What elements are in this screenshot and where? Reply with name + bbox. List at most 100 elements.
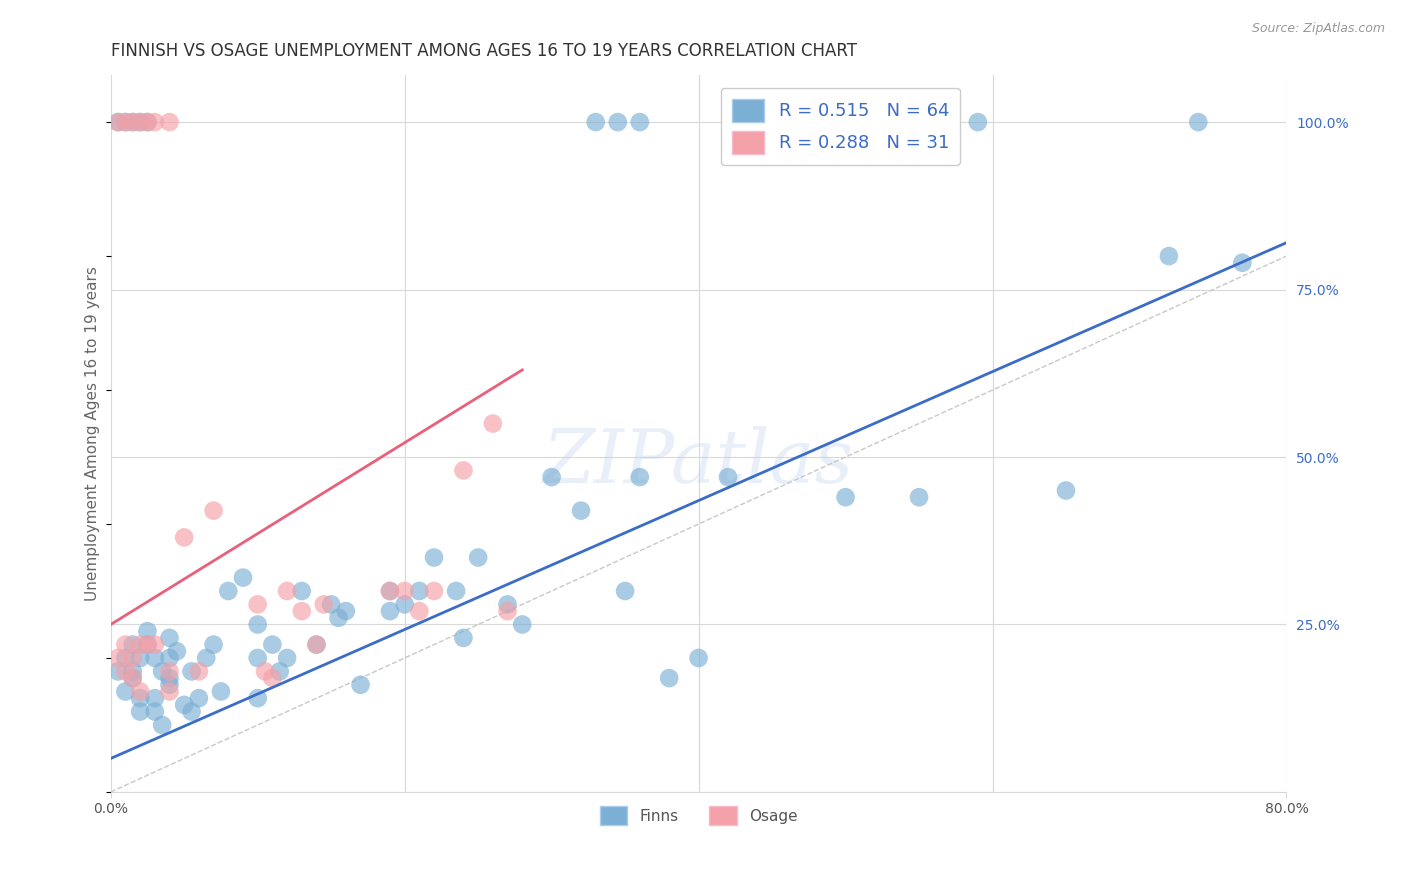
Point (136, 115, 159, 129)
Point (143, 638, 166, 652)
Point (107, 665, 129, 679)
Point (291, 604, 314, 618)
Point (321, 598, 343, 612)
Point (150, 718, 173, 732)
Point (246, 691, 269, 706)
Point (159, 651, 181, 665)
Point (129, 705, 152, 719)
Point (291, 584, 314, 599)
Point (129, 691, 152, 706)
Point (121, 115, 143, 129)
Point (159, 631, 181, 645)
Point (1157, 249, 1180, 263)
Point (305, 638, 328, 652)
Point (173, 698, 195, 712)
Point (166, 644, 188, 658)
Point (262, 638, 284, 652)
Point (467, 550, 489, 565)
Point (408, 584, 430, 599)
Point (606, 115, 628, 129)
Point (453, 463, 475, 477)
Point (114, 651, 136, 665)
Point (908, 490, 931, 504)
Point (1054, 483, 1077, 498)
Text: ZIPatlas: ZIPatlas (543, 426, 853, 499)
Point (129, 638, 152, 652)
Point (114, 115, 136, 129)
Point (143, 705, 166, 719)
Point (269, 665, 291, 679)
Point (254, 665, 277, 679)
Point (121, 115, 143, 129)
Text: FINNISH VS OSAGE UNEMPLOYMENT AMONG AGES 16 TO 19 YEARS CORRELATION CHART: FINNISH VS OSAGE UNEMPLOYMENT AMONG AGES… (111, 42, 856, 60)
Point (150, 665, 173, 679)
Point (378, 584, 401, 599)
Point (569, 503, 592, 517)
Point (129, 115, 152, 129)
Point (180, 705, 202, 719)
Point (121, 671, 143, 685)
Point (378, 584, 401, 599)
Point (408, 604, 430, 618)
Point (628, 470, 651, 484)
Point (614, 584, 637, 599)
Point (159, 684, 181, 698)
Point (159, 115, 181, 129)
Point (114, 638, 136, 652)
Point (173, 530, 195, 544)
Point (129, 651, 152, 665)
Point (114, 115, 136, 129)
Point (136, 115, 159, 129)
Legend: Finns, Osage: Finns, Osage (591, 797, 807, 835)
Point (121, 651, 143, 665)
Point (966, 115, 988, 129)
Point (143, 115, 166, 129)
Point (496, 604, 519, 618)
Point (276, 651, 298, 665)
Point (195, 651, 218, 665)
Point (114, 665, 136, 679)
Point (129, 684, 152, 698)
Point (246, 651, 269, 665)
Point (202, 503, 225, 517)
Y-axis label: Unemployment Among Ages 16 to 19 years: Unemployment Among Ages 16 to 19 years (86, 266, 100, 601)
Point (328, 611, 350, 625)
Point (121, 638, 143, 652)
Point (378, 604, 401, 618)
Point (159, 671, 181, 685)
Point (658, 671, 681, 685)
Point (143, 651, 166, 665)
Point (1232, 256, 1254, 270)
Point (159, 665, 181, 679)
Point (217, 584, 239, 599)
Text: Source: ZipAtlas.com: Source: ZipAtlas.com (1251, 22, 1385, 36)
Point (510, 617, 533, 632)
Point (349, 678, 371, 692)
Point (394, 584, 416, 599)
Point (209, 684, 232, 698)
Point (136, 638, 159, 652)
Point (107, 115, 129, 129)
Point (312, 598, 335, 612)
Point (444, 584, 467, 599)
Point (246, 617, 269, 632)
Point (187, 691, 209, 706)
Point (121, 665, 143, 679)
Point (585, 115, 607, 129)
Point (335, 604, 357, 618)
Point (121, 671, 143, 685)
Point (114, 684, 136, 698)
Point (246, 598, 269, 612)
Point (180, 665, 202, 679)
Point (136, 624, 159, 639)
Point (394, 598, 416, 612)
Point (423, 550, 446, 565)
Point (305, 638, 328, 652)
Point (834, 490, 856, 504)
Point (136, 638, 159, 652)
Point (1187, 115, 1209, 129)
Point (496, 598, 519, 612)
Point (129, 115, 152, 129)
Point (107, 115, 129, 129)
Point (232, 571, 254, 585)
